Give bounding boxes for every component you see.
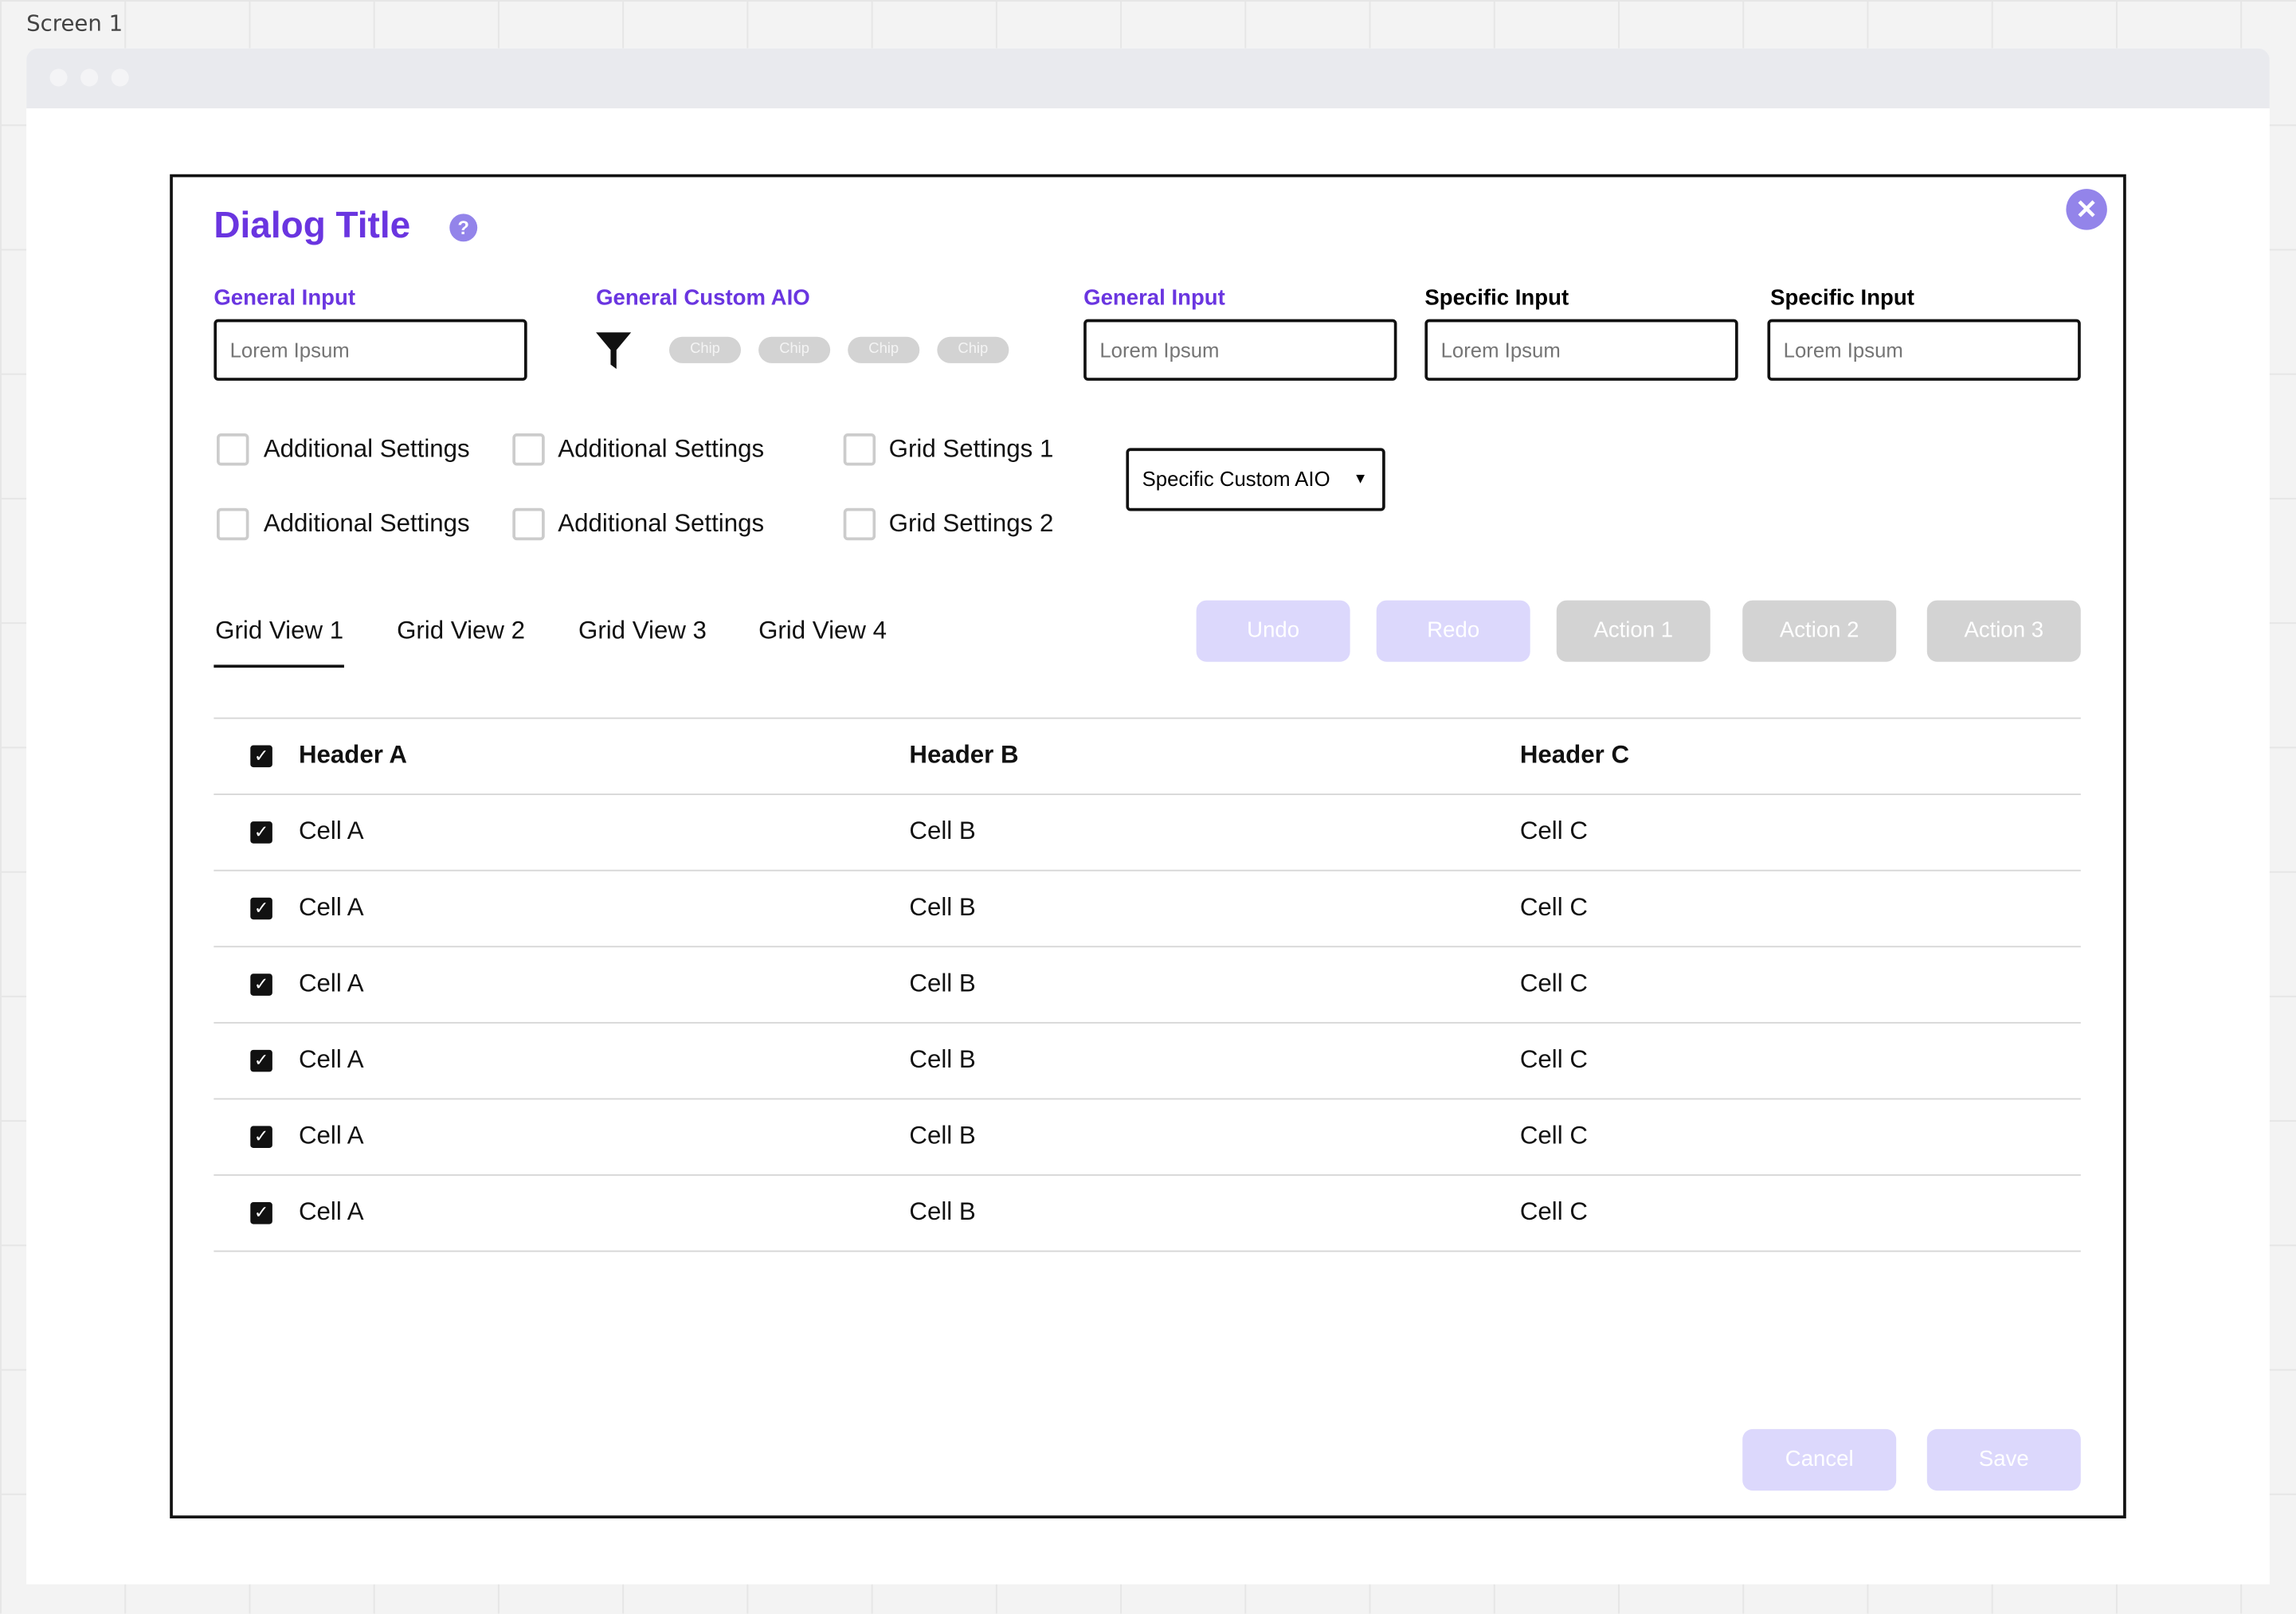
field-label: General Input bbox=[1083, 285, 1225, 311]
chip[interactable]: Chip bbox=[668, 336, 742, 363]
window-maximize-dot[interactable] bbox=[111, 69, 129, 87]
chip[interactable]: Chip bbox=[937, 336, 1009, 363]
field-label: Specific Input bbox=[1424, 285, 1569, 311]
row-divider bbox=[214, 793, 2081, 796]
row-divider bbox=[214, 1250, 2081, 1252]
field-label: General Input bbox=[214, 285, 356, 311]
table-cell: Cell B bbox=[909, 1197, 976, 1226]
checkbox-label: Additional Settings bbox=[558, 509, 765, 538]
checkbox[interactable] bbox=[512, 433, 545, 466]
close-circle-icon[interactable]: ✕ bbox=[2066, 189, 2107, 230]
checkbox[interactable] bbox=[843, 507, 876, 541]
column-header[interactable]: Header C bbox=[1519, 741, 1630, 769]
table-cell: Cell B bbox=[909, 817, 976, 845]
checkbox[interactable] bbox=[217, 433, 249, 466]
table-cell: Cell C bbox=[1519, 969, 1588, 997]
column-header[interactable]: Header B bbox=[909, 741, 1019, 769]
dialog bbox=[170, 174, 2126, 1519]
question-circle-icon[interactable]: ? bbox=[449, 214, 478, 242]
specific-custom-dropdown[interactable]: Specific Custom AIO ▼ bbox=[1126, 448, 1385, 511]
checkbox-label: Grid Settings 1 bbox=[888, 434, 1054, 463]
window-minimize-dot[interactable] bbox=[80, 69, 99, 87]
checkbox-label: Additional Settings bbox=[263, 509, 470, 538]
tab-grid-view-4[interactable]: Grid View 4 bbox=[758, 616, 887, 644]
chip[interactable]: Chip bbox=[848, 336, 920, 363]
table-cell: Cell A bbox=[298, 1197, 364, 1226]
tab-grid-view-2[interactable]: Grid View 2 bbox=[397, 616, 526, 644]
checkbox-label: Additional Settings bbox=[263, 434, 470, 463]
action-2-button[interactable]: Action 2 bbox=[1742, 600, 1897, 662]
window-title-bar bbox=[26, 48, 2270, 109]
table-cell: Cell C bbox=[1519, 1121, 1588, 1150]
dropdown-value: Specific Custom AIO bbox=[1142, 467, 1330, 491]
chip[interactable]: Chip bbox=[758, 336, 831, 363]
table-cell: Cell B bbox=[909, 969, 976, 997]
row-divider bbox=[214, 1098, 2081, 1100]
tab-grid-view-3[interactable]: Grid View 3 bbox=[578, 616, 707, 644]
column-header[interactable]: Header A bbox=[298, 741, 407, 769]
row-checkbox[interactable]: ✓ bbox=[250, 973, 272, 996]
checkbox[interactable] bbox=[217, 507, 249, 541]
row-divider bbox=[214, 946, 2081, 948]
dialog-title: Dialog Title bbox=[214, 205, 411, 246]
action-1-button[interactable]: Action 1 bbox=[1556, 600, 1710, 662]
undo-button[interactable]: Undo bbox=[1196, 600, 1350, 662]
general-input-1[interactable] bbox=[214, 319, 527, 381]
table-cell: Cell A bbox=[298, 1121, 364, 1150]
row-checkbox[interactable]: ✓ bbox=[250, 821, 272, 844]
table-cell: Cell C bbox=[1519, 893, 1588, 922]
table-cell: Cell B bbox=[909, 1121, 976, 1150]
field-label: Specific Input bbox=[1770, 285, 1914, 311]
save-button[interactable]: Save bbox=[1926, 1428, 2081, 1491]
general-input-2[interactable] bbox=[1083, 319, 1397, 381]
table-cell: Cell C bbox=[1519, 1197, 1588, 1226]
checkbox[interactable] bbox=[843, 433, 876, 466]
row-checkbox[interactable]: ✓ bbox=[250, 1049, 272, 1072]
table-cell: Cell A bbox=[298, 893, 364, 922]
specific-input-2[interactable] bbox=[1767, 319, 2081, 381]
window-close-dot[interactable] bbox=[49, 69, 68, 87]
table-cell: Cell B bbox=[909, 893, 976, 922]
tab-grid-view-1[interactable]: Grid View 1 bbox=[215, 616, 344, 644]
table-cell: Cell C bbox=[1519, 1045, 1588, 1074]
table-cell: Cell A bbox=[298, 969, 364, 997]
filter-icon[interactable] bbox=[594, 331, 633, 370]
table-cell: Cell B bbox=[909, 1045, 976, 1074]
table-cell: Cell A bbox=[298, 1045, 364, 1074]
row-checkbox[interactable]: ✓ bbox=[250, 1126, 272, 1148]
active-tab-indicator bbox=[214, 664, 344, 668]
select-all-checkbox[interactable]: ✓ bbox=[250, 745, 272, 768]
row-divider bbox=[214, 869, 2081, 872]
table-cell: Cell C bbox=[1519, 817, 1588, 845]
checkbox[interactable] bbox=[512, 507, 545, 541]
cancel-button[interactable]: Cancel bbox=[1742, 1428, 1897, 1491]
row-divider bbox=[214, 1021, 2081, 1024]
checkbox-label: Grid Settings 2 bbox=[888, 509, 1054, 538]
table-cell: Cell A bbox=[298, 817, 364, 845]
redo-button[interactable]: Redo bbox=[1376, 600, 1530, 662]
field-label: General Custom AIO bbox=[596, 285, 810, 311]
checkbox-label: Additional Settings bbox=[558, 434, 765, 463]
screen-label: Screen 1 bbox=[26, 10, 123, 37]
action-3-button[interactable]: Action 3 bbox=[1926, 600, 2081, 662]
row-checkbox[interactable]: ✓ bbox=[250, 1201, 272, 1224]
caret-down-icon: ▼ bbox=[1353, 471, 1368, 488]
row-divider bbox=[214, 717, 2081, 719]
specific-input-1[interactable] bbox=[1424, 319, 1738, 381]
row-divider bbox=[214, 1174, 2081, 1176]
row-checkbox[interactable]: ✓ bbox=[250, 897, 272, 920]
